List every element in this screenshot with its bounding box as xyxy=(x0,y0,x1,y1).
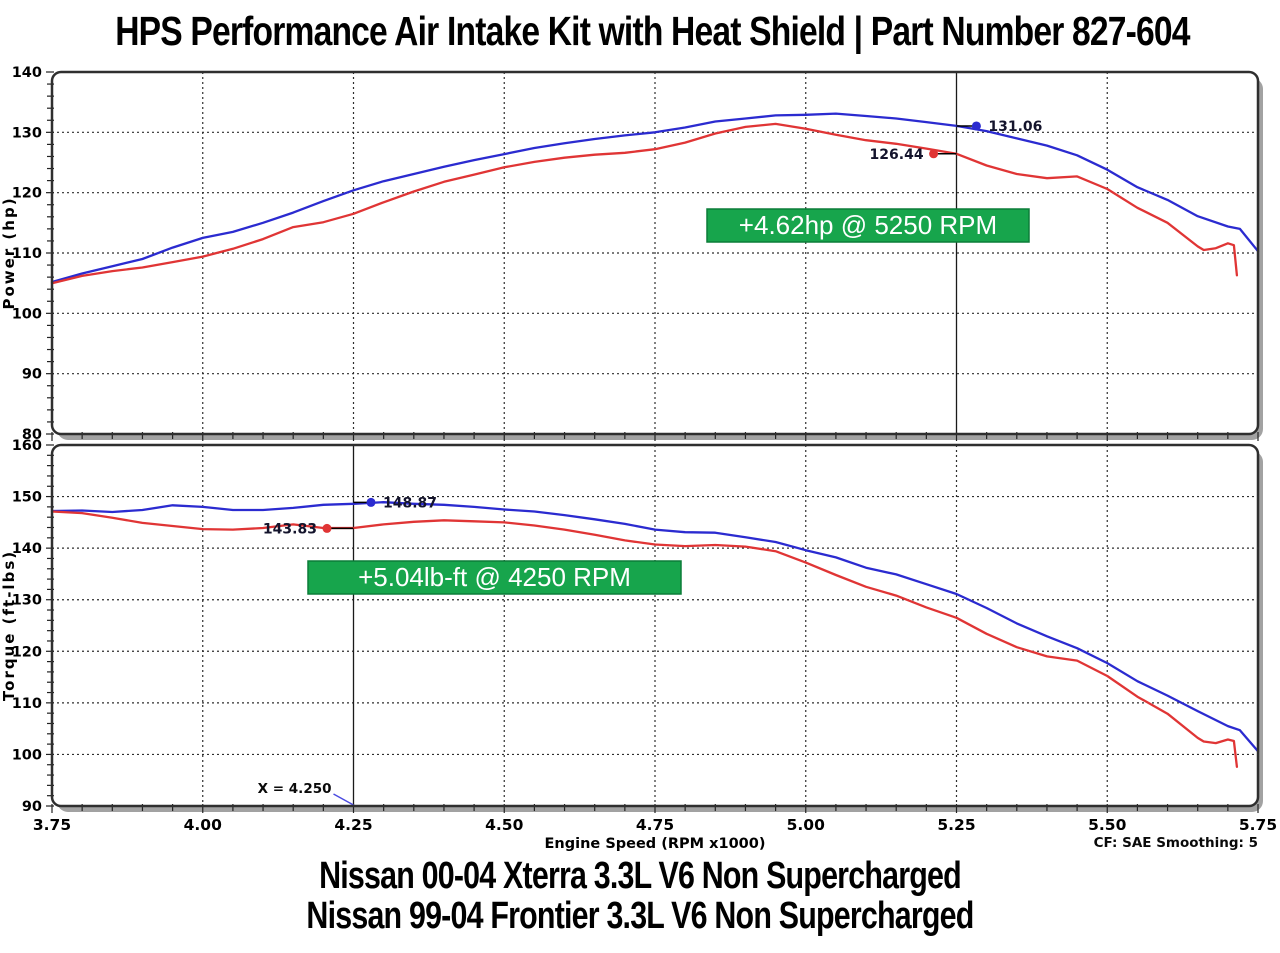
intake-marker-dot xyxy=(971,121,981,131)
x-tick-label: 4.50 xyxy=(485,816,523,834)
vehicle-line-2: Nissan 99-04 Frontier 3.3L V6 Non Superc… xyxy=(306,895,974,937)
page-title: HPS Performance Air Intake Kit with Heat… xyxy=(115,8,1190,54)
y-tick-label: 100 xyxy=(12,747,42,763)
vehicle-line-1: Nissan 00-04 Xterra 3.3L V6 Non Supercha… xyxy=(319,855,962,897)
x-tick-label: 4.75 xyxy=(636,816,674,834)
y-tick-label: 100 xyxy=(12,306,42,322)
y-tick-label: 90 xyxy=(22,799,42,815)
stock-marker-label: 143.83 xyxy=(263,521,317,537)
x-tick-label: 4.25 xyxy=(334,816,372,834)
vehicle-footer: Nissan 00-04 Xterra 3.3L V6 Non Supercha… xyxy=(0,856,1280,936)
plot-frame xyxy=(50,70,1260,436)
intake-curve xyxy=(50,112,1260,284)
gain-annotation-box xyxy=(307,560,682,595)
y-tick-label: 130 xyxy=(12,125,42,141)
stock-curve xyxy=(50,122,1239,285)
stock-marker-dot xyxy=(322,523,332,533)
y-tick-label: 140 xyxy=(12,541,42,557)
y-axis-title: Power (hp) xyxy=(0,196,18,309)
x-tick-label: 5.75 xyxy=(1239,816,1277,834)
y-tick-label: 140 xyxy=(12,65,42,81)
cursor-pointer-line xyxy=(333,793,354,806)
x-tick-label: 4.00 xyxy=(184,816,222,834)
y-axis-title: Torque (ft-lbs) xyxy=(0,550,18,701)
y-tick-label: 120 xyxy=(12,644,42,660)
y-tick-label: 130 xyxy=(12,593,42,609)
gain-annotation-text: +5.04lb-ft @ 4250 RPM xyxy=(358,562,631,592)
y-tick-label: 120 xyxy=(12,186,42,202)
y-tick-label: 150 xyxy=(12,490,42,506)
gain-annotation-box xyxy=(706,208,1030,243)
cursor-x-label: X = 4.250 xyxy=(258,781,332,797)
y-tick-label: 110 xyxy=(12,696,42,712)
stock-marker-label: 126.44 xyxy=(870,147,924,163)
stock-curve xyxy=(50,510,1239,768)
gain-annotation-text: +4.62hp @ 5250 RPM xyxy=(739,210,997,240)
y-tick-label: 80 xyxy=(22,427,42,443)
y-tick-label: 90 xyxy=(22,367,42,383)
plot-frame xyxy=(50,443,1260,808)
intake-marker-dot xyxy=(366,497,376,507)
x-tick-label: 5.25 xyxy=(937,816,975,834)
torque-chart: 90 100 110 120 130 140 150 160 3.75 4.00 4.25 4.50 4… xyxy=(0,438,1277,852)
y-tick-label: 160 xyxy=(12,438,42,454)
stock-marker-dot xyxy=(929,149,939,159)
x-axis-title: Engine Speed (RPM x1000) xyxy=(545,836,766,852)
intake-marker-label: 148.87 xyxy=(383,495,437,511)
intake-marker-label: 131.06 xyxy=(988,119,1042,135)
x-tick-label: 5.00 xyxy=(787,816,825,834)
power-chart: 80 90 100 110 120 130 140 Power (hp) +4.62hp @ 5… xyxy=(0,65,1263,443)
intake-curve xyxy=(50,501,1260,753)
correction-footnote: CF: SAE Smoothing: 5 xyxy=(1094,835,1258,851)
x-tick-label: 3.75 xyxy=(33,816,71,834)
x-tick-label: 5.50 xyxy=(1088,816,1126,834)
y-tick-label: 110 xyxy=(12,246,42,262)
